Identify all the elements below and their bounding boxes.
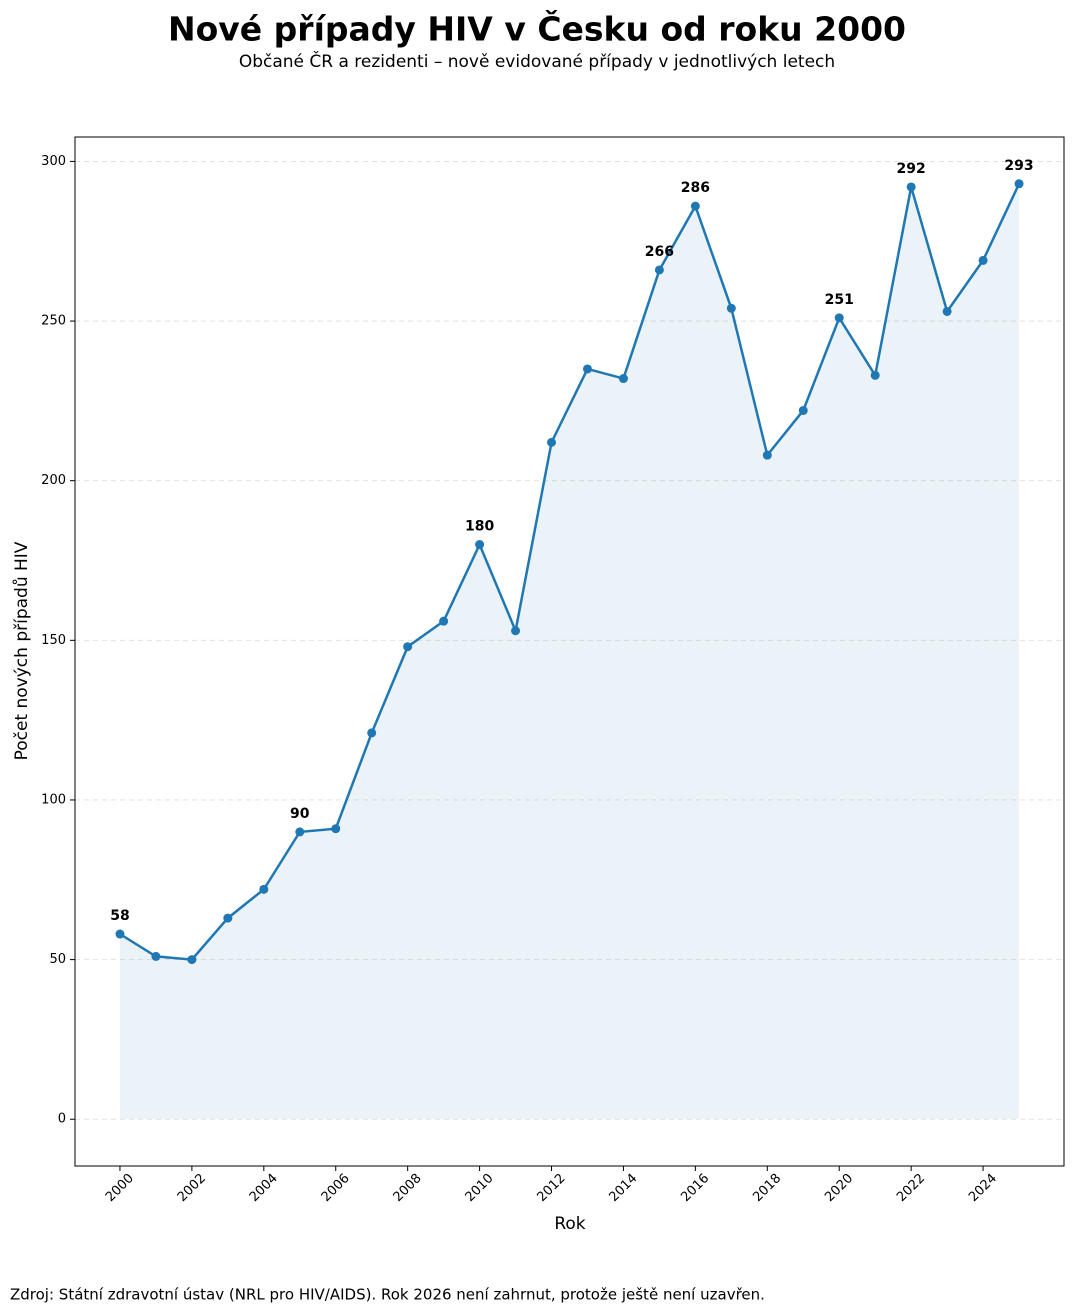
y-tick-label: 150 bbox=[41, 633, 66, 648]
y-tick-label: 100 bbox=[41, 792, 66, 807]
point bbox=[654, 265, 664, 275]
chart-title: Nové případy HIV v Česku od roku 2000 bbox=[168, 9, 906, 49]
y-tick-label: 0 bbox=[58, 1112, 66, 1127]
point bbox=[331, 824, 341, 834]
data-label: 58 bbox=[110, 908, 129, 924]
y-tick-label: 50 bbox=[49, 952, 66, 967]
x-tick-label: 2008 bbox=[391, 1171, 425, 1205]
data-label: 90 bbox=[290, 806, 310, 822]
x-tick-label: 2012 bbox=[535, 1171, 569, 1205]
point bbox=[798, 405, 808, 415]
point bbox=[870, 370, 880, 380]
point bbox=[978, 255, 988, 265]
data-label: 286 bbox=[681, 180, 710, 196]
line bbox=[119, 183, 1021, 961]
y-tick-label: 200 bbox=[41, 473, 66, 488]
point bbox=[367, 728, 377, 738]
data-label: 293 bbox=[1004, 158, 1033, 174]
point bbox=[618, 374, 628, 384]
point bbox=[690, 201, 700, 211]
point bbox=[511, 626, 521, 636]
y-axis-label: Počet nových případů HIV bbox=[12, 541, 32, 760]
x-tick-label: 2020 bbox=[822, 1171, 856, 1205]
point bbox=[547, 437, 557, 447]
point bbox=[115, 929, 125, 939]
x-tick-label: 2004 bbox=[247, 1171, 281, 1205]
x-tick-label: 2002 bbox=[175, 1171, 209, 1205]
point bbox=[151, 951, 161, 961]
point bbox=[439, 616, 449, 626]
data-label: 251 bbox=[825, 292, 854, 308]
point bbox=[187, 955, 197, 965]
data-label: 180 bbox=[465, 519, 494, 535]
point bbox=[582, 364, 592, 374]
x-tick-label: 2022 bbox=[894, 1171, 928, 1205]
plot-frame bbox=[74, 136, 1065, 1167]
point bbox=[295, 827, 305, 837]
x-tick-label: 2016 bbox=[678, 1171, 712, 1205]
chart-subtitle: Občané ČR a rezidenti – nově evidované p… bbox=[239, 50, 835, 72]
x-axis-label: Rok bbox=[554, 1214, 585, 1234]
point bbox=[259, 884, 269, 894]
y-tick-label: 250 bbox=[41, 314, 66, 329]
point bbox=[726, 303, 736, 313]
x-tick-label: 2006 bbox=[319, 1171, 353, 1205]
x-tick-label: 2010 bbox=[463, 1171, 497, 1205]
x-tick-label: 2024 bbox=[966, 1171, 1000, 1205]
data-label: 266 bbox=[645, 244, 674, 260]
point bbox=[475, 540, 485, 550]
point bbox=[906, 182, 916, 192]
area bbox=[119, 183, 1020, 1120]
point bbox=[223, 913, 233, 923]
x-tick-label: 2014 bbox=[606, 1171, 640, 1205]
x-tick-label: 2018 bbox=[750, 1171, 784, 1205]
point bbox=[942, 306, 952, 316]
point bbox=[834, 313, 844, 323]
y-tick-label: 300 bbox=[41, 154, 66, 169]
point bbox=[762, 450, 772, 460]
point bbox=[1014, 179, 1024, 189]
x-tick-label: 2000 bbox=[103, 1171, 137, 1205]
data-label: 292 bbox=[897, 161, 926, 177]
point bbox=[403, 642, 413, 652]
source-note: Zdroj: Státní zdravotní ústav (NRL pro H… bbox=[10, 1286, 765, 1304]
